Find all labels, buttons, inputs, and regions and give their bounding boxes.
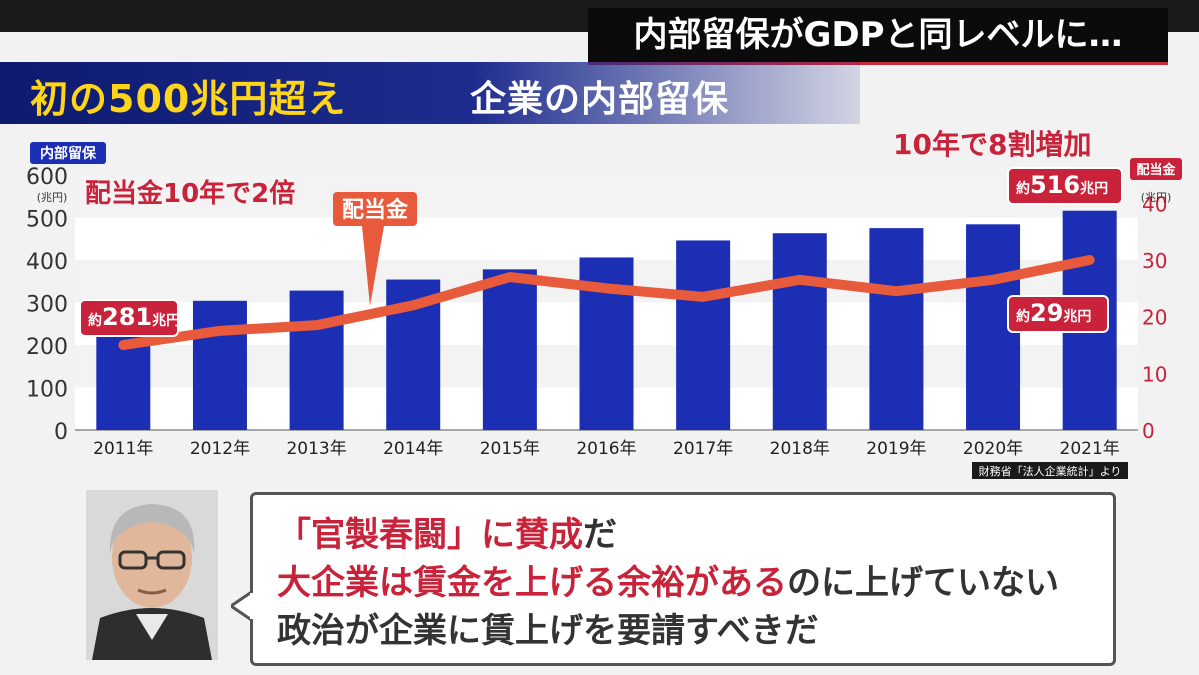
right-tick-label: 20 [1142, 306, 1167, 330]
x-tick-label: 2018年 [770, 439, 830, 459]
dividend-point [798, 278, 801, 281]
source-bg [972, 462, 1128, 479]
end-value-badge: 約516兆円 [1007, 167, 1123, 205]
speech-line-1-tail: だ [583, 515, 617, 555]
dividend-point [508, 276, 511, 278]
bar-retained-earnings [869, 228, 924, 430]
line-callout: 配当金 [333, 192, 417, 306]
banner-highlight: 初の500兆円超え [30, 77, 347, 121]
left-tick-label: 500 [26, 208, 68, 233]
end-unit: 兆円 [1080, 181, 1108, 197]
right-axis-title: 配当金 [1136, 162, 1176, 178]
dividend-point [895, 290, 898, 293]
left-tick-label: 300 [26, 293, 68, 318]
left-tick-label: 200 [26, 335, 68, 360]
left-axis-title: 内部留保 [40, 145, 97, 162]
bar-retained-earnings [772, 233, 827, 430]
bar-retained-earnings [676, 240, 731, 430]
dividend-point [218, 329, 221, 332]
dividend-point [702, 295, 705, 298]
left-axis-badge [30, 142, 106, 164]
growth-note: 10年で8割増加 [893, 130, 1091, 161]
right-axis-badge [1130, 158, 1182, 180]
x-tick-label: 2012年 [190, 439, 250, 459]
div-value: 29 [1030, 299, 1063, 327]
dividend-point [992, 278, 995, 281]
div-prefix: 約 [1016, 308, 1030, 325]
div-unit: 兆円 [1063, 309, 1091, 325]
x-tick-label: 2013年 [286, 439, 346, 459]
title-banner: 初の500兆円超え 企業の内部留保 [0, 62, 860, 124]
speech-line-2-red: 大企業は賃金を上げる余裕がある [277, 563, 787, 603]
x-tick-label: 2014年 [383, 439, 443, 459]
svg-text:約516兆円: 約516兆円 [1016, 171, 1108, 199]
dividend-point [605, 287, 608, 290]
right-tick-label: 0 [1142, 419, 1155, 443]
x-tick-label: 2019年 [866, 439, 926, 459]
x-tick-label: 2020年 [963, 439, 1023, 459]
left-axis-unit: (兆円) [37, 191, 68, 204]
end-value: 516 [1030, 171, 1080, 199]
speech-line-1-red: 「官製春闘」に賛成 [277, 515, 583, 555]
svg-text:約29兆円: 約29兆円 [1016, 299, 1091, 327]
speech-line-3: 政治が企業に賃上げを要請すべきだ [277, 611, 819, 651]
line-callout-label: 配当金 [342, 197, 409, 223]
dividend-note: 配当金10年で2倍 [85, 178, 295, 209]
speech-line-1: 「官製春闘」に賛成だ [277, 511, 1093, 559]
dividend-value-badge: 約29兆円 [1007, 295, 1109, 333]
speech-bubble: 「官製春闘」に賛成だ 大企業は賃金を上げる余裕があるのに上げていない 政治が企業… [231, 492, 1116, 666]
x-tick-label: 2021年 [1060, 439, 1120, 459]
start-unit: 兆円 [152, 313, 180, 329]
left-tick-label: 600 [26, 165, 68, 190]
svg-text:約281兆円: 約281兆円 [88, 303, 180, 331]
dividend-point [1088, 259, 1091, 261]
speech-tail [231, 591, 253, 621]
headline-caption: 内部留保がGDPと同レベルに… [588, 8, 1168, 65]
speech-line-2-tail: のに上げていない [787, 563, 1059, 603]
right-tick-label: 30 [1142, 249, 1167, 273]
right-tick-label: 10 [1142, 362, 1167, 386]
left-tick-label: 100 [26, 378, 68, 403]
start-value-badge: 約281兆円 [79, 299, 180, 337]
left-tick-label: 400 [26, 250, 68, 275]
line-callout-pointer [362, 226, 384, 306]
bar-retained-earnings [482, 269, 537, 430]
x-tick-label: 2016年 [576, 439, 636, 459]
bar-retained-earnings [192, 300, 247, 430]
grid-band [75, 175, 1138, 218]
bar-retained-earnings [289, 290, 344, 430]
x-tick-label: 2015年 [480, 439, 540, 459]
x-tick-label: 2017年 [673, 439, 733, 459]
start-value: 281 [102, 303, 152, 331]
source-note: 財務省「法人企業統計」より [979, 464, 1122, 478]
start-prefix: 約 [88, 312, 102, 329]
dividend-point [412, 304, 415, 307]
commentator-avatar [86, 490, 218, 660]
dividend-point [315, 324, 318, 327]
chart-svg: 0 100 200 300 400 500 600 0 10 20 30 40 2011年 2012年 20… [26, 128, 1182, 479]
right-axis-unit: (兆円) [1141, 191, 1172, 204]
banner-title: 企業の内部留保 [470, 79, 730, 120]
line-callout-box [333, 192, 417, 226]
dividend-point [122, 344, 125, 346]
right-tick-label: 40 [1142, 192, 1167, 216]
left-tick-label: 0 [54, 420, 68, 445]
speech-line-2: 大企業は賃金を上げる余裕があるのに上げていない [277, 559, 1093, 607]
chart-area: 0 100 200 300 400 500 600 0 10 20 30 40 2011年 2012年 20… [0, 128, 1199, 480]
x-tick-label: 2011年 [93, 439, 153, 459]
end-prefix: 約 [1016, 180, 1030, 197]
